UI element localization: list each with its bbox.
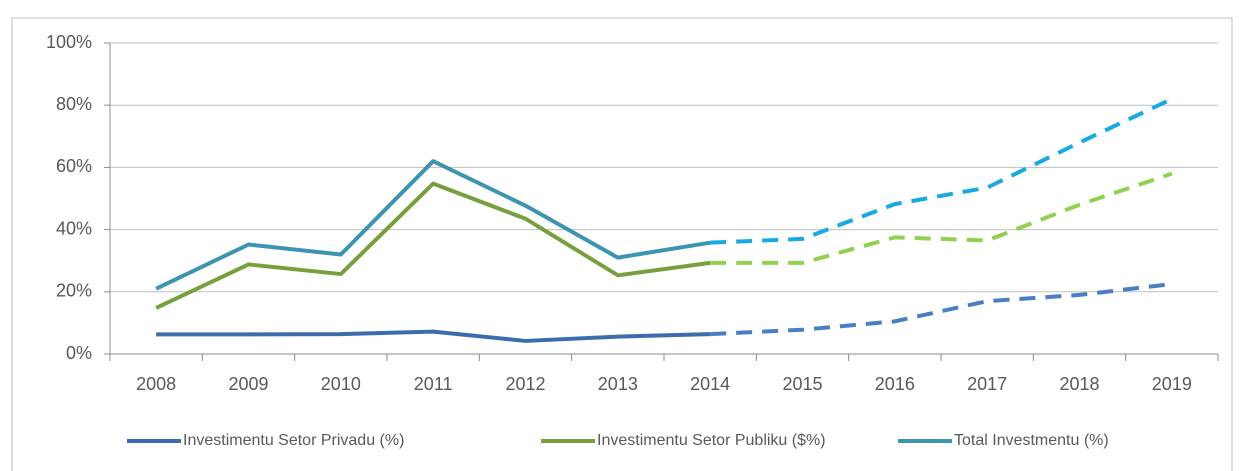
x-tick-label: 2012 [505,374,545,394]
y-tick-label: 60% [56,156,92,176]
legend-label: Total Investmentu (%) [954,432,1109,449]
projection-line [710,97,1173,245]
x-tick-label: 2016 [875,374,915,394]
y-tick-label: 100% [46,32,92,52]
series-line [155,159,711,291]
x-tick-label: 2017 [967,374,1007,394]
chart-frame [11,17,1233,471]
y-tick-label: 20% [56,281,92,301]
x-tick-label: 2011 [414,374,453,394]
x-tick-label: 2019 [1152,374,1192,394]
y-tick-label: 0% [66,343,92,363]
legend-label: Investimentu Setor Publiku ($%) [597,432,826,449]
projection-line [710,171,1173,265]
x-tick-label: 2009 [228,374,268,394]
y-tick-label: 80% [56,94,92,114]
x-tick-label: 2010 [321,374,361,394]
legend-label: Investimentu Setor Privadu (%) [183,432,404,449]
series-line [155,181,711,310]
x-tick-label: 2018 [1059,374,1099,394]
y-tick-label: 40% [56,218,92,238]
x-tick-label: 2013 [598,374,638,394]
x-tick-label: 2015 [782,374,822,394]
series-line [156,329,711,343]
x-tick-label: 2014 [690,374,730,394]
x-tick-label: 2008 [136,374,176,394]
